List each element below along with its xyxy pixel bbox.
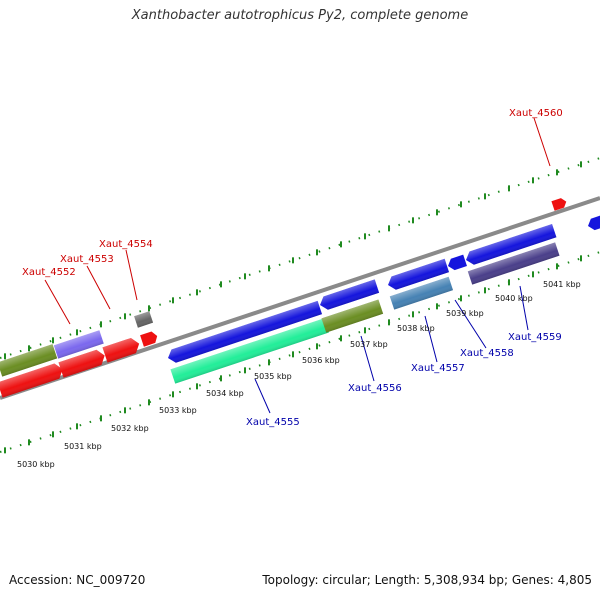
- leader-xaut-4554: [125, 249, 138, 301]
- red-arrow-2[interactable]: [58, 348, 107, 378]
- gene-label-xaut-4552[interactable]: Xaut_4552: [22, 267, 76, 278]
- blue-arrow-2[interactable]: [318, 279, 380, 311]
- red-arrow-4[interactable]: [140, 330, 159, 347]
- leader-xaut-4553: [86, 265, 111, 310]
- scale-label: 5041 kbp: [543, 280, 581, 289]
- accession-text: Accession: NC_009720: [9, 573, 146, 587]
- gene-labels: Xaut_4552 Xaut_4553 Xaut_4554 Xaut_4560 …: [22, 108, 563, 428]
- gene-label-xaut-4558[interactable]: Xaut_4558: [460, 348, 514, 359]
- leader-xaut-4560: [533, 117, 551, 167]
- scale-label: 5033 kbp: [159, 406, 197, 415]
- scale-label: 5035 kbp: [254, 372, 292, 381]
- leader-xaut-4555: [254, 378, 271, 414]
- blue-arrow-4[interactable]: [446, 254, 467, 272]
- scale-labels: 5030 kbp 5031 kbp 5032 kbp 5033 kbp 5034…: [17, 280, 581, 469]
- scale-label: 5037 kbp: [350, 340, 388, 349]
- gene-label-xaut-4554[interactable]: Xaut_4554: [99, 239, 153, 250]
- gene-label-xaut-4560[interactable]: Xaut_4560: [509, 108, 563, 119]
- scale-label: 5036 kbp: [302, 356, 340, 365]
- leader-lines: [44, 117, 551, 414]
- gene-label-xaut-4556[interactable]: Xaut_4556: [348, 383, 402, 394]
- gene-label-xaut-4559[interactable]: Xaut_4559: [508, 332, 562, 343]
- navy-bar[interactable]: [467, 242, 560, 285]
- leader-xaut-4556: [360, 335, 375, 382]
- red-pentagon-top[interactable]: [551, 197, 567, 211]
- red-arrow-1[interactable]: [0, 362, 65, 398]
- scale-label: 5039 kbp: [446, 309, 484, 318]
- leader-xaut-4557: [424, 315, 438, 363]
- scale-label: 5038 kbp: [397, 324, 435, 333]
- steel-bar[interactable]: [389, 276, 454, 310]
- genome-title: Xanthobacter autotrophicus Py2, complete…: [131, 8, 469, 23]
- blue-arrow-3[interactable]: [386, 258, 450, 292]
- scale-label: 5030 kbp: [17, 460, 55, 469]
- leader-xaut-4559: [519, 285, 529, 331]
- scale-label: 5040 kbp: [495, 294, 533, 303]
- leader-xaut-4558: [454, 299, 487, 349]
- gene-label-xaut-4555[interactable]: Xaut_4555: [246, 417, 300, 428]
- olive-bar-right[interactable]: [321, 299, 384, 333]
- red-arrow-3[interactable]: [102, 336, 141, 363]
- gene-label-xaut-4553[interactable]: Xaut_4553: [60, 254, 114, 265]
- leader-xaut-4552: [44, 279, 71, 325]
- major-ticks: [4, 161, 582, 454]
- scale-label: 5032 kbp: [111, 424, 149, 433]
- grey-box[interactable]: [134, 311, 154, 328]
- gene-label-xaut-4557[interactable]: Xaut_4557: [411, 363, 465, 374]
- scale-label: 5031 kbp: [64, 442, 102, 451]
- purple-bar-left[interactable]: [53, 330, 104, 359]
- genome-stats-text: Topology: circular; Length: 5,308,934 bp…: [262, 573, 592, 587]
- olive-bar-left[interactable]: [0, 344, 58, 377]
- scale-label: 5034 kbp: [206, 389, 244, 398]
- blue-arrow-5[interactable]: [464, 224, 557, 267]
- cyan-bar[interactable]: [170, 318, 329, 384]
- blue-arrow-edge[interactable]: [586, 213, 600, 232]
- blue-arrow-long[interactable]: [166, 300, 323, 365]
